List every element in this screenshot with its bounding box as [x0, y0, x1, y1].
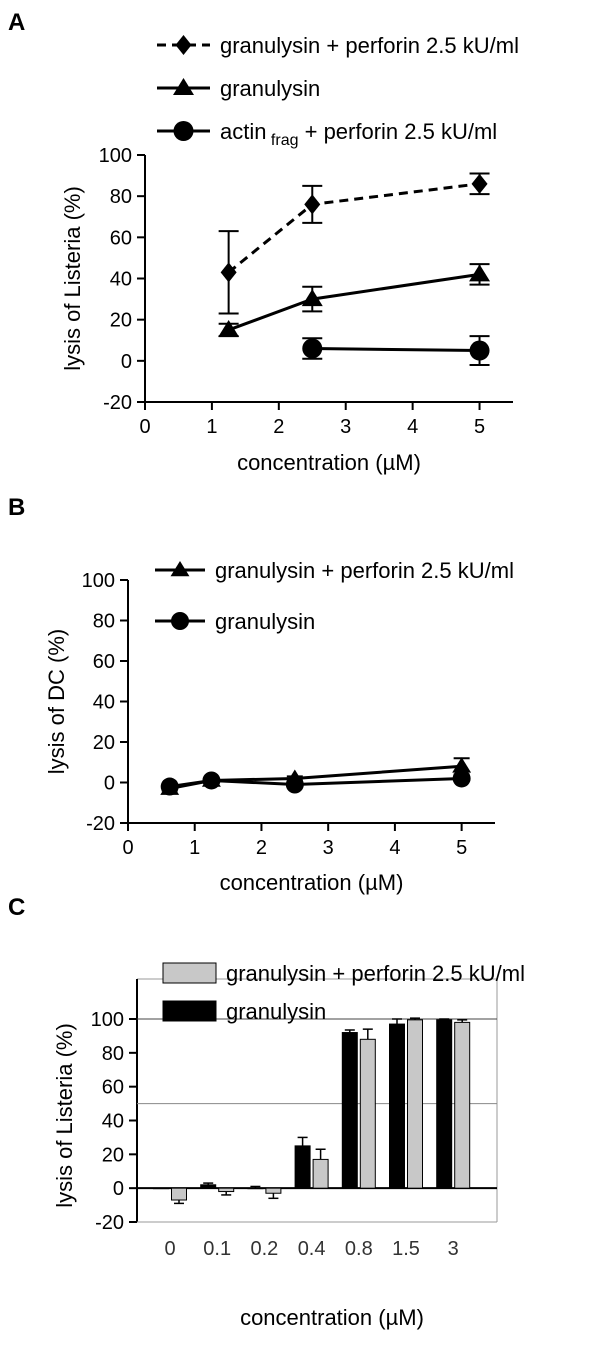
panel-a-series-0-point-1 — [304, 194, 321, 215]
panel-a-y-axis-label: lysis of Listeria (%) — [60, 186, 85, 371]
panel-a-series-2-point-1 — [469, 340, 490, 361]
panel-c-bar-0-1 — [200, 1184, 217, 1189]
panel-b-x-axis-label: concentration (µM) — [220, 870, 404, 895]
panel-b-series-1-line — [169, 776, 462, 789]
panel-c-bar-1-6 — [454, 1021, 471, 1189]
panel-b-ytick-label-3: 40 — [93, 692, 115, 714]
panel-a-series-0-point-0 — [220, 262, 237, 283]
panel-a-series-0-legend-label: granulysin + perforin 2.5 kU/ml — [220, 33, 519, 58]
panel-a-series-2-point-0 — [302, 338, 323, 359]
panel-c-bar-0-4 — [341, 1032, 358, 1189]
panel-a-series-0-line — [227, 182, 480, 274]
panel-a-series-1-point-1 — [301, 289, 323, 307]
panel-c-category-label-1: 0.1 — [203, 1238, 231, 1260]
panel-b-xtick-label-4: 4 — [389, 837, 400, 859]
panel-b-letter: B — [8, 494, 25, 521]
panel-c-legend-label-0: granulysin + perforin 2.5 kU/ml — [226, 961, 525, 986]
panel-b-ytick-label-5: 80 — [93, 611, 115, 633]
panel-b-ytick-label-2: 20 — [93, 732, 115, 754]
panel-a-ytick-label-0: -20 — [103, 392, 132, 414]
panel-a-ytick-label-2: 20 — [110, 310, 132, 332]
panel-a-series-1-point-2 — [469, 264, 491, 282]
panel-a-xtick-label-4: 4 — [407, 416, 418, 438]
panel-b-series-1-point-3 — [452, 769, 471, 788]
panel-b-xtick-label-1: 1 — [189, 837, 200, 859]
panel-b-series-1-legend-marker — [171, 612, 189, 630]
panel-b-xtick-label-0: 0 — [122, 837, 133, 859]
panel-b-ytick-label-4: 60 — [93, 651, 115, 673]
panel-c-legend-label-1: granulysin — [226, 999, 326, 1024]
panel-b-series-1-point-2 — [285, 775, 304, 794]
panel-b-series-0-legend-marker — [170, 561, 190, 577]
panel-b-y-axis-label: lysis of DC (%) — [44, 629, 69, 774]
panel-c-category-label-5: 1.5 — [392, 1238, 420, 1260]
panel-c-ytick-label-1: 0 — [113, 1178, 124, 1200]
panel-a-xtick-label-2: 2 — [273, 416, 284, 438]
panel-c-bar-0-6 — [436, 1019, 453, 1189]
panel-c-letter: C — [8, 894, 25, 921]
panel-a-ytick-label-3: 40 — [110, 269, 132, 291]
panel-b-xtick-label-5: 5 — [456, 837, 467, 859]
panel-c-category-label-0: 0 — [164, 1238, 175, 1260]
panel-a-series-0-point-2 — [471, 173, 488, 194]
panel-b-series-1-point-1 — [202, 771, 221, 790]
panel-a-series-2-line — [312, 346, 480, 353]
panel-c-legend-swatch-0 — [162, 962, 217, 984]
panel-c-category-label-6: 3 — [448, 1238, 459, 1260]
panel-b-ytick-label-1: 0 — [104, 773, 115, 795]
panel-c-category-label-2: 0.2 — [250, 1238, 278, 1260]
panel-b-ytick-label-6: 100 — [82, 570, 115, 592]
panel-b-series-1-legend-label: granulysin — [215, 609, 315, 634]
panel-a-series-2-legend-label: actin frag + perforin 2.5 kU/ml — [220, 119, 497, 149]
panel-b-xtick-label-3: 3 — [323, 837, 334, 859]
panel-a-x-axis-label: concentration (µM) — [237, 450, 421, 475]
panel-c-bar-0-2 — [247, 1187, 264, 1190]
panel-c-category-label-4: 0.8 — [345, 1238, 373, 1260]
panel-a-ytick-label-5: 80 — [110, 186, 132, 208]
panel-c-y-axis-label: lysis of Listeria (%) — [52, 1023, 77, 1208]
panel-c-category-label-3: 0.4 — [298, 1238, 326, 1260]
panel-c-ytick-label-5: 80 — [102, 1043, 124, 1065]
panel-a-series-1-point-0 — [218, 319, 240, 337]
panel-a-letter: A — [8, 9, 25, 36]
panel-c-ytick-label-4: 60 — [102, 1077, 124, 1099]
panel-a-series-1-line — [228, 272, 480, 332]
panel-b-series-0-point-3 — [452, 757, 472, 773]
panel-a-xtick-label-3: 3 — [340, 416, 351, 438]
panel-a-series-0-legend-marker — [175, 35, 192, 55]
panel-c-x-axis-label: concentration (µM) — [240, 1305, 424, 1330]
panel-c-bar-1-1 — [218, 1187, 235, 1193]
panel-c-ytick-label-0: -20 — [95, 1212, 124, 1234]
panel-b-series-1-point-0 — [160, 777, 179, 796]
panel-a-series-1-legend-label: granulysin — [220, 76, 320, 101]
panel-b-series-0-legend-label: granulysin + perforin 2.5 kU/ml — [215, 558, 514, 583]
panel-c-bar-0-0 — [153, 1187, 169, 1190]
panel-c-bar-0-5 — [389, 1023, 405, 1189]
panel-c-bar-1-4 — [359, 1038, 376, 1189]
panel-c-bar-1-2 — [265, 1187, 282, 1194]
panel-a-xtick-label-5: 5 — [474, 416, 485, 438]
panel-c-legend-swatch-1 — [162, 1000, 217, 1022]
panel-c-ytick-label-6: 100 — [91, 1009, 124, 1031]
panel-a-ytick-label-1: 0 — [121, 351, 132, 373]
panel-a-ytick-label-6: 100 — [99, 145, 132, 167]
panel-c-bar-0-3 — [294, 1145, 311, 1189]
panel-a-xtick-label-0: 0 — [139, 416, 150, 438]
panel-a-series-2-legend-marker — [173, 121, 194, 141]
panel-a-series-1-legend-marker — [173, 78, 194, 95]
panel-c-bar-1-0 — [171, 1187, 187, 1201]
panel-c-ytick-label-2: 20 — [102, 1144, 124, 1166]
panel-b-xtick-label-2: 2 — [256, 837, 267, 859]
panel-c-bar-1-5 — [407, 1019, 423, 1189]
panel-c-ytick-label-3: 40 — [102, 1111, 124, 1133]
panel-c-bar-1-3 — [312, 1158, 329, 1189]
panel-a-ytick-label-4: 60 — [110, 227, 132, 249]
panel-a-xtick-label-1: 1 — [206, 416, 217, 438]
panel-b-ytick-label-0: -20 — [86, 813, 115, 835]
